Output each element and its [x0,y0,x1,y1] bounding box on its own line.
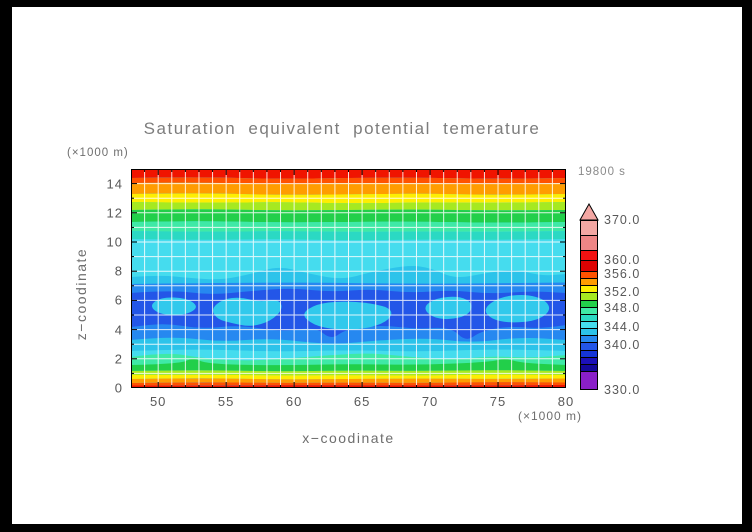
y-tick-label-6: 6 [114,292,123,308]
y-tick-label-10: 10 [106,234,123,250]
lake-2 [213,297,282,326]
x-tick-label-55: 55 [217,394,235,409]
lake-3 [304,301,392,330]
x-axis-title: x−coodinate [302,430,395,446]
colorbar-segment-5 [581,278,597,286]
colorbar-segment-9 [581,306,597,314]
colorbar-label-340.0: 340.0 [604,337,641,352]
colorbar-label-344.0: 344.0 [604,319,641,334]
colorbar-segment-18 [581,371,597,389]
colorbar-label-352.0: 352.0 [604,285,641,300]
colorbar-segment-1 [581,235,597,250]
y-tick-label-8: 8 [114,263,123,279]
plot-border [131,169,566,388]
lake-4 [425,296,472,320]
colorbar-segment-8 [581,299,597,307]
time-stamp-label: 19800 s [578,166,626,178]
x-tick-label-70: 70 [421,394,439,409]
x-tick-label-50: 50 [149,394,167,409]
x-tick-label-80: 80 [557,394,575,409]
colorbar-segment-0 [581,221,597,236]
colorbar-segment-13 [581,335,597,343]
colorbar-segment-16 [581,356,597,364]
y-axis-unit-label: (×1000 m) [67,147,129,159]
colorbar-segment-11 [581,321,597,329]
colorbar-label-348.0: 348.0 [604,301,641,316]
colorbar-segment-6 [581,285,597,293]
colorbar-segment-4 [581,271,597,279]
y-tick-label-4: 4 [114,322,123,338]
y-tick-label-0: 0 [114,380,123,396]
colorbar-label-360.0: 360.0 [604,252,641,267]
x-tick-label-60: 60 [285,394,303,409]
colorbar-label-370.0: 370.0 [604,213,641,227]
colorbar-overflow-arrow [579,203,599,221]
y-tick-label-14: 14 [106,176,123,192]
colorbar [580,220,598,390]
grid-lines [131,169,566,388]
colorbar-label-356.0: 356.0 [604,267,641,282]
x-axis-unit-label: (×1000 m) [518,409,583,423]
contour-plot-area [131,169,566,388]
y-tick-label-2: 2 [114,351,123,367]
colorbar-segment-17 [581,363,597,371]
x-tick-label-65: 65 [353,394,371,409]
colorbar-label-330.0: 330.0 [604,383,641,397]
colorbar-segment-14 [581,342,597,350]
y-tick-label-12: 12 [106,205,123,221]
colorbar-segment-7 [581,292,597,300]
page-title: Saturation equivalent potential temeratu… [143,119,541,138]
x-tick-label-75: 75 [489,394,507,409]
colorbar-segment-10 [581,313,597,322]
y-axis-title: z−coodinate [73,247,89,341]
colorbar-segment-15 [581,349,597,357]
colorbar-segment-12 [581,328,597,336]
colorbar-segment-3 [581,260,597,272]
contour-plot-svg [131,169,566,388]
colorbar-segment-2 [581,249,597,261]
